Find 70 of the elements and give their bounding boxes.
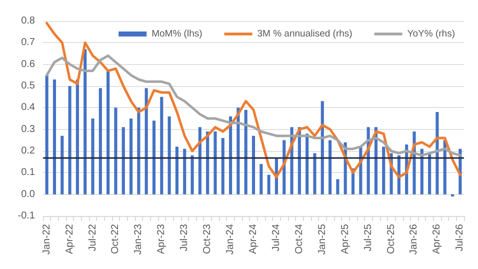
bar xyxy=(198,127,202,194)
bar xyxy=(221,138,224,194)
x-tick-label: Jul-26 xyxy=(454,224,466,252)
bar xyxy=(382,146,386,194)
y-tick-label: 0.7 xyxy=(21,37,36,48)
bar xyxy=(68,86,72,194)
bar xyxy=(214,132,217,194)
line-series xyxy=(46,54,462,157)
bar xyxy=(252,136,256,194)
bar xyxy=(152,120,156,194)
bar xyxy=(313,153,316,194)
bar xyxy=(52,80,56,194)
x-tick-label: Oct-23 xyxy=(202,224,214,254)
x-tick-label: Apr-26 xyxy=(432,224,443,254)
bar xyxy=(267,174,270,194)
bar xyxy=(260,164,263,194)
bar xyxy=(114,108,118,194)
bar xyxy=(336,179,340,194)
x-tick-label: Apr-25 xyxy=(340,224,351,254)
bar xyxy=(122,127,125,194)
x-tick-label: Jul-24 xyxy=(270,224,282,252)
bar xyxy=(244,110,248,194)
bar xyxy=(91,118,94,194)
x-tick-label: Jan-22 xyxy=(41,224,52,255)
x-tick-label: Jan-24 xyxy=(225,224,236,255)
y-tick-label: 0.5 xyxy=(21,80,36,92)
bar xyxy=(84,49,87,194)
bar xyxy=(175,146,178,194)
x-tick-label: Oct-22 xyxy=(110,224,122,254)
bar xyxy=(206,132,210,194)
bar xyxy=(137,108,140,194)
legend-label: 3M % annualised (rhs) xyxy=(257,28,352,40)
y-tick-label: 0.2 xyxy=(21,146,36,156)
bar xyxy=(306,134,309,194)
y-tick-label: 0.8 xyxy=(21,16,36,26)
x-tick-label: Jul-23 xyxy=(179,224,190,252)
x-tick-label: Jan-23 xyxy=(133,224,144,255)
y-tick-label: 0.1 xyxy=(21,167,36,178)
x-tick-label: Apr-23 xyxy=(156,224,168,254)
line-series xyxy=(46,22,462,178)
bar xyxy=(320,101,324,194)
bar xyxy=(190,155,194,194)
y-tick-label: 0.6 xyxy=(21,58,36,70)
bar xyxy=(76,80,79,194)
bar xyxy=(106,70,110,194)
y-tick-label: -0.1 xyxy=(18,210,36,222)
x-tick-label: Apr-22 xyxy=(64,224,76,254)
x-tick-label: Jan-26 xyxy=(408,224,420,255)
bar xyxy=(428,153,432,194)
bar xyxy=(168,116,171,194)
x-tick-label: Oct-25 xyxy=(386,224,397,254)
x-tick-label: Apr-24 xyxy=(248,224,259,254)
bar xyxy=(183,148,186,194)
y-tick-label: 0.0 xyxy=(21,188,36,200)
bar xyxy=(160,96,164,194)
y-tick-label: 0.4 xyxy=(21,102,36,114)
x-tick-label: Jul-22 xyxy=(87,224,98,252)
bar xyxy=(129,118,133,194)
x-tick-label: Jan-25 xyxy=(316,224,328,255)
bar xyxy=(60,136,64,194)
bar xyxy=(229,116,232,194)
legend-label: MoM% (lhs) xyxy=(152,28,202,40)
y-tick-label: 0.3 xyxy=(21,124,36,135)
bar xyxy=(144,88,148,194)
legend-label: YoY% (rhs) xyxy=(407,28,456,40)
x-tick-label: Oct-24 xyxy=(294,224,305,254)
bar xyxy=(98,88,102,194)
bar xyxy=(328,140,332,194)
bar xyxy=(45,75,48,194)
x-tick-label: Jul-25 xyxy=(362,224,374,252)
